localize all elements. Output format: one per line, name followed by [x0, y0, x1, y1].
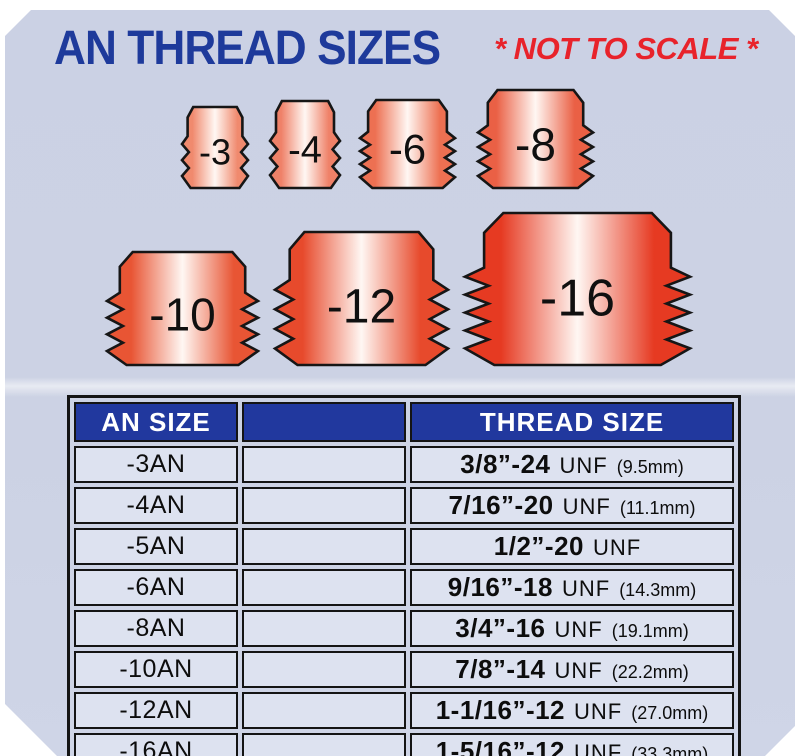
empty-cell	[242, 528, 406, 565]
fitting--3: -3	[180, 105, 250, 190]
fitting--8: -8	[475, 88, 596, 190]
thread-spec: 1-5/16”-12	[435, 736, 566, 756]
thread-size-cell: 3/8”-24 UNF (9.5mm)	[410, 446, 734, 483]
fitting-label: -12	[327, 280, 396, 333]
thread-mm: (33.3mm)	[631, 744, 709, 756]
table-header-row: AN SIZE THREAD SIZE	[74, 402, 734, 442]
empty-cell	[242, 487, 406, 524]
thread-spec: 7/16”-20	[448, 490, 554, 520]
thread-standard: UNF	[574, 740, 623, 756]
thread-spec: 9/16”-18	[447, 572, 553, 602]
fitting-label: -16	[540, 269, 615, 327]
thread-standard: UNF	[593, 535, 642, 560]
fitting-shape	[268, 99, 342, 190]
table-row: -6AN 9/16”-18 UNF (14.3mm)	[74, 569, 734, 606]
an-size-table: AN SIZE THREAD SIZE -3AN 3/8”-24 UNF (9.5mm…	[67, 395, 741, 756]
not-to-scale-note: * NOT TO SCALE *	[494, 31, 758, 66]
thread-mm: (27.0mm)	[631, 703, 709, 723]
thread-standard: UNF	[561, 576, 611, 601]
an-size-cell: -12AN	[74, 692, 238, 729]
an-size-cell: -6AN	[74, 569, 238, 606]
empty-cell	[242, 610, 406, 647]
fitting-label: -4	[288, 130, 322, 172]
thread-size-cell: 7/8”-14 UNF (22.2mm)	[410, 651, 734, 688]
an-size-cell: -8AN	[74, 610, 238, 647]
fitting-shape	[475, 88, 596, 190]
fittings-illustration: -3 -4 -6 -8 -10 -12 -16	[104, 88, 694, 367]
thread-mm: (14.3mm)	[619, 580, 697, 600]
header-an-size: AN SIZE	[74, 402, 238, 442]
thread-spec: 1/2”-20	[493, 531, 584, 561]
header-thread-size: THREAD SIZE	[410, 402, 734, 442]
fitting--10: -10	[104, 250, 261, 367]
fitting-shape	[104, 250, 261, 367]
table-row: -10AN 7/8”-14 UNF (22.2mm)	[74, 651, 734, 688]
fitting-shape	[357, 98, 458, 190]
fitting--6: -6	[357, 98, 458, 190]
thread-mm: (19.1mm)	[611, 621, 689, 641]
thread-size-cell: 1/2”-20 UNF	[410, 528, 734, 565]
thread-size-cell: 3/4”-16 UNF (19.1mm)	[410, 610, 734, 647]
table-row: -5AN 1/2”-20 UNF	[74, 528, 734, 565]
an-size-cell: -16AN	[74, 733, 238, 756]
table-row: -16AN 1-5/16”-12 UNF (33.3mm)	[74, 733, 734, 756]
empty-cell	[242, 692, 406, 729]
thread-standard: UNF	[562, 494, 611, 519]
fitting--4: -4	[268, 99, 342, 190]
page-title: AN THREAD SIZES	[54, 22, 441, 75]
fitting-label: -6	[389, 126, 426, 173]
table-row: -3AN 3/8”-24 UNF (9.5mm)	[74, 446, 734, 483]
thread-mm: (11.1mm)	[619, 498, 696, 518]
thread-spec: 7/8”-14	[455, 654, 546, 684]
fitting-shape	[180, 105, 250, 190]
thread-mm: (9.5mm)	[616, 457, 684, 477]
thread-standard: UNF	[574, 699, 623, 724]
empty-cell	[242, 733, 406, 756]
fitting-label: -10	[149, 289, 215, 341]
empty-cell	[242, 651, 406, 688]
table-row: -12AN 1-1/16”-12 UNF (27.0mm)	[74, 692, 734, 729]
table-row: -8AN 3/4”-16 UNF (19.1mm)	[74, 610, 734, 647]
table-row: -4AN 7/16”-20 UNF (11.1mm)	[74, 487, 734, 524]
empty-cell	[242, 446, 406, 483]
empty-cell	[242, 569, 406, 606]
fitting-shape	[272, 230, 451, 367]
fitting--12: -12	[272, 230, 451, 367]
thread-spec: 3/4”-16	[455, 613, 546, 643]
an-size-cell: -4AN	[74, 487, 238, 524]
thread-spec: 1-1/16”-12	[435, 695, 566, 725]
thread-size-cell: 1-5/16”-12 UNF (33.3mm)	[410, 733, 734, 756]
fitting-label: -3	[199, 132, 231, 173]
an-size-cell: -3AN	[74, 446, 238, 483]
thread-size-cell: 7/16”-20 UNF (11.1mm)	[410, 487, 734, 524]
thread-mm: (22.2mm)	[611, 662, 689, 682]
fitting-label: -8	[515, 118, 556, 170]
thread-standard: UNF	[554, 617, 603, 642]
thread-standard: UNF	[559, 453, 608, 478]
an-size-cell: -10AN	[74, 651, 238, 688]
header-middle	[242, 402, 406, 442]
thread-size-cell: 9/16”-18 UNF (14.3mm)	[410, 569, 734, 606]
fitting-shape	[461, 211, 694, 367]
thread-standard: UNF	[554, 658, 603, 683]
an-size-cell: -5AN	[74, 528, 238, 565]
thread-size-cell: 1-1/16”-12 UNF (27.0mm)	[410, 692, 734, 729]
fitting--16: -16	[461, 211, 694, 367]
thread-spec: 3/8”-24	[460, 449, 551, 479]
